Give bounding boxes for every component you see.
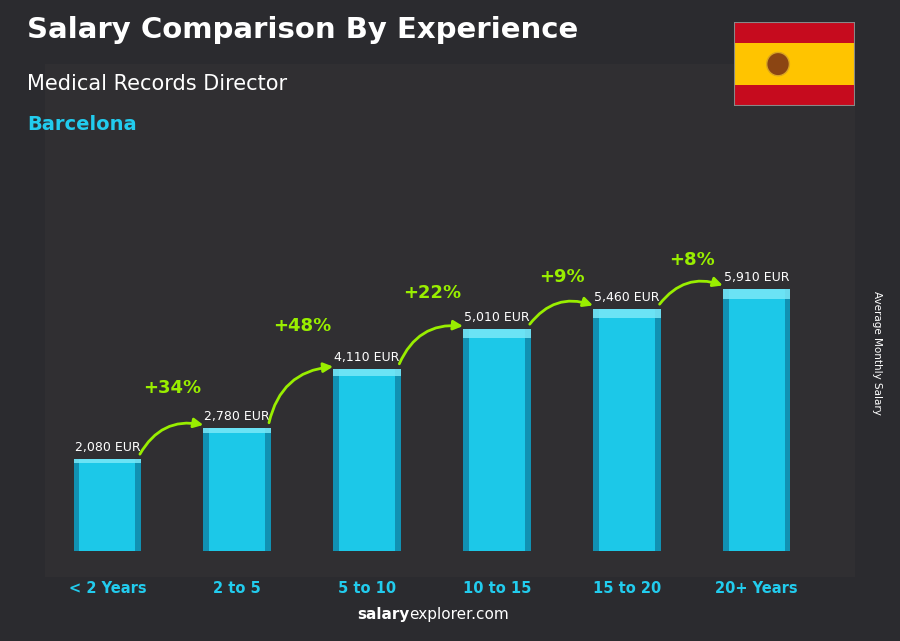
- Text: 20+ Years: 20+ Years: [716, 581, 798, 596]
- Bar: [395, 369, 400, 551]
- Bar: [593, 308, 661, 551]
- Bar: [593, 308, 661, 319]
- Bar: [333, 369, 339, 551]
- Bar: [266, 428, 271, 551]
- Text: +9%: +9%: [539, 269, 585, 287]
- Bar: [464, 329, 469, 551]
- Text: salary: salary: [357, 607, 410, 622]
- Bar: [333, 369, 400, 376]
- Text: Barcelona: Barcelona: [27, 115, 137, 135]
- Bar: [203, 428, 271, 433]
- Text: 10 to 15: 10 to 15: [463, 581, 531, 596]
- Text: +34%: +34%: [143, 379, 202, 397]
- Text: Medical Records Director: Medical Records Director: [27, 74, 287, 94]
- Bar: [723, 288, 729, 551]
- Bar: [333, 369, 400, 551]
- Bar: [525, 329, 531, 551]
- Text: 2 to 5: 2 to 5: [213, 581, 261, 596]
- Bar: [785, 288, 790, 551]
- Text: +48%: +48%: [273, 317, 331, 335]
- Text: +22%: +22%: [403, 284, 461, 302]
- Text: < 2 Years: < 2 Years: [68, 581, 146, 596]
- Bar: [723, 288, 790, 299]
- Text: 2,080 EUR: 2,080 EUR: [75, 441, 140, 454]
- Bar: [203, 428, 210, 551]
- Bar: [74, 459, 141, 463]
- Text: Average Monthly Salary: Average Monthly Salary: [872, 290, 883, 415]
- Bar: [464, 329, 531, 551]
- Bar: [654, 308, 661, 551]
- Bar: [74, 459, 141, 551]
- Text: 4,110 EUR: 4,110 EUR: [335, 351, 400, 363]
- Text: +8%: +8%: [669, 251, 715, 269]
- Text: 15 to 20: 15 to 20: [592, 581, 661, 596]
- Text: 5,910 EUR: 5,910 EUR: [724, 271, 789, 283]
- Text: explorer.com: explorer.com: [410, 607, 509, 622]
- Text: 5 to 10: 5 to 10: [338, 581, 396, 596]
- Text: Salary Comparison By Experience: Salary Comparison By Experience: [27, 16, 578, 44]
- Text: 5,010 EUR: 5,010 EUR: [464, 311, 530, 324]
- Bar: [464, 329, 531, 338]
- Bar: [203, 428, 271, 551]
- Bar: [593, 308, 598, 551]
- Bar: [45, 64, 855, 577]
- Bar: [734, 44, 855, 85]
- Bar: [135, 459, 141, 551]
- Circle shape: [767, 53, 789, 76]
- Text: 2,780 EUR: 2,780 EUR: [204, 410, 270, 422]
- Bar: [74, 459, 79, 551]
- Bar: [723, 288, 790, 551]
- Text: 5,460 EUR: 5,460 EUR: [594, 290, 660, 304]
